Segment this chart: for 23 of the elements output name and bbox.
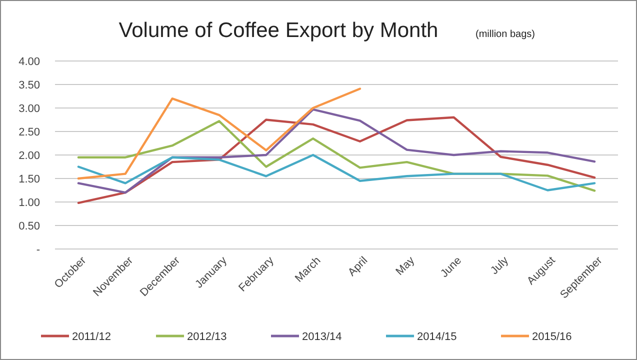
y-tick-label: 4.00: [18, 56, 40, 68]
legend-label: 2012/13: [187, 331, 227, 343]
y-tick-label: 2.00: [18, 150, 40, 162]
line-series: [77, 88, 362, 180]
y-tick-label: 3.50: [18, 80, 40, 92]
y-tick-label: 2.50: [18, 126, 40, 138]
y-tick-label: -: [36, 244, 40, 256]
y-tick-label: 3.00: [18, 103, 40, 115]
chart-title: Volume of Coffee Export by Month: [118, 19, 438, 42]
x-tick-label: May: [394, 254, 418, 278]
line-series: [77, 154, 596, 192]
y-tick-label: 0.50: [18, 220, 40, 232]
legend-label: 2014/15: [417, 331, 457, 343]
y-tick-label: 1.00: [18, 197, 40, 209]
line-series: [77, 116, 596, 204]
line-series: [77, 120, 596, 192]
x-tick-label: July: [488, 254, 512, 277]
legend-label: 2015/16: [532, 331, 572, 343]
chart-subtitle: (million bags): [476, 29, 535, 40]
legend-label: 2011/12: [72, 331, 111, 343]
legend-label: 2013/14: [302, 331, 342, 343]
y-tick-label: 1.50: [18, 174, 40, 186]
line-series: [77, 108, 596, 194]
